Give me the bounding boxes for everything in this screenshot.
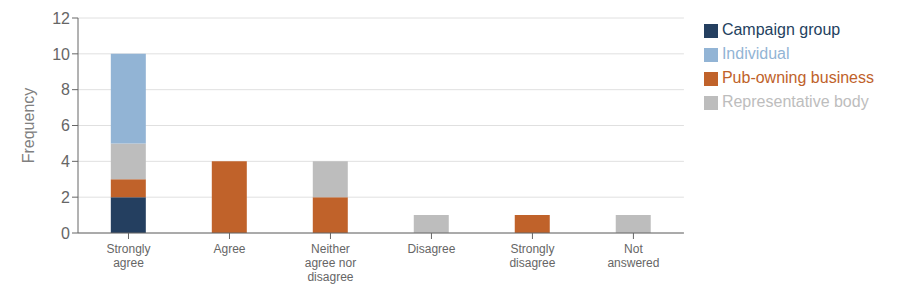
svg-text:Agree: Agree [213, 242, 245, 256]
svg-text:Neitheragree nordisagree: Neitheragree nordisagree [305, 242, 356, 284]
html-text:Representative body: Representative body [721, 93, 869, 110]
svg-text:10: 10 [52, 46, 70, 63]
svg-text:6: 6 [61, 117, 70, 134]
svg-text:Stronglyagree: Stronglyagree [106, 242, 150, 270]
svg-text:0: 0 [61, 225, 70, 242]
svg-text:2: 2 [61, 189, 70, 206]
svg-text:8: 8 [61, 81, 70, 98]
svg-text:Disagree: Disagree [407, 242, 455, 256]
svg-text:Stronglydisagree: Stronglydisagree [509, 242, 555, 270]
svg-text:12: 12 [52, 10, 70, 27]
html-text:Campaign group: Campaign group [721, 21, 841, 38]
svg-text:Frequency: Frequency [20, 88, 37, 164]
html-text:Pub-owning business: Pub-owning business [721, 69, 874, 86]
html-text:Individual: Individual [721, 45, 790, 62]
svg-text:Notanswered: Notanswered [607, 242, 659, 270]
svg-text:4: 4 [61, 153, 70, 170]
